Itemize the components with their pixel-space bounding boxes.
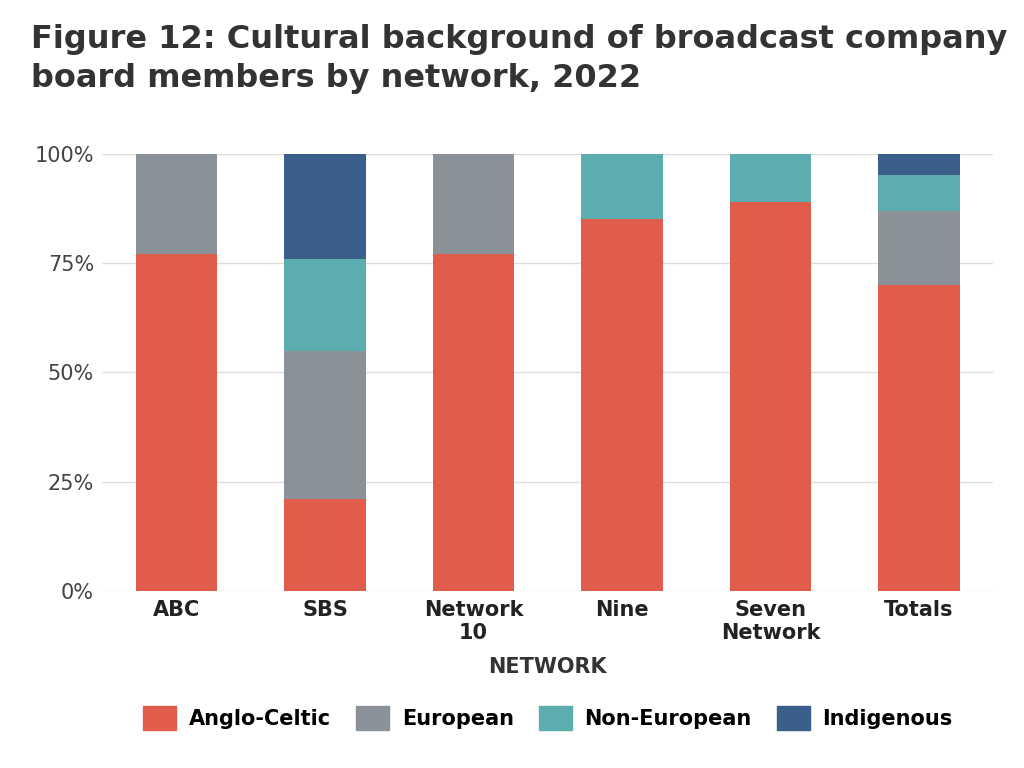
Bar [879,154,959,175]
Bar [582,154,663,220]
Bar [582,220,663,591]
Text: Figure 12: Cultural background of broadcast company
board members by network, 20: Figure 12: Cultural background of broadc… [31,24,1007,94]
Bar [285,154,366,259]
Bar [879,175,959,210]
Bar [879,210,959,285]
Bar [285,499,366,591]
Bar [730,202,811,591]
Legend: Anglo-Celtic, European, Non-European, Indigenous: Anglo-Celtic, European, Non-European, In… [134,698,962,739]
Bar [879,285,959,591]
Bar [136,254,217,591]
Bar [433,154,514,254]
Bar [730,154,811,202]
Bar [136,154,217,254]
Bar [285,259,366,350]
Bar [433,254,514,591]
X-axis label: NETWORK: NETWORK [488,657,607,677]
Bar [285,350,366,499]
